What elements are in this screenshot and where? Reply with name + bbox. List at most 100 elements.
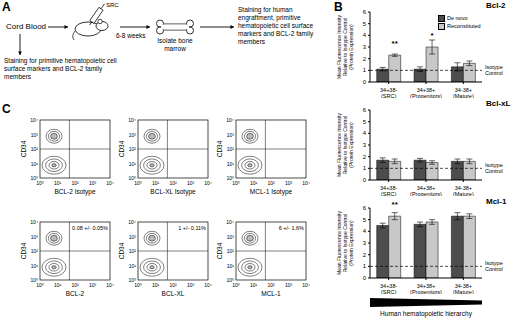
svg-text:10²: 10² [71, 282, 79, 288]
svg-text:BCL-2: BCL-2 [66, 290, 85, 297]
svg-text:34+38-(SRC): 34+38-(SRC) [380, 185, 397, 196]
svg-text:10⁴: 10⁴ [128, 219, 136, 225]
svg-text:0: 0 [363, 177, 367, 183]
svg-text:CD34: CD34 [118, 242, 125, 259]
svg-text:4: 4 [363, 228, 367, 234]
svg-text:34-38+(Mature): 34-38+(Mature) [453, 283, 474, 294]
svg-text:2: 2 [363, 252, 367, 258]
svg-text:10⁴: 10⁴ [106, 180, 114, 186]
svg-text:CD34: CD34 [216, 140, 223, 157]
svg-text:6: 6 [363, 107, 367, 113]
svg-text:2: 2 [363, 154, 367, 160]
svg-text:10⁰: 10⁰ [134, 180, 142, 186]
svg-text:1: 1 [363, 67, 367, 73]
svg-text:5: 5 [363, 217, 367, 223]
svg-text:0.08 +/- 0.05%: 0.08 +/- 0.05% [72, 225, 108, 231]
svg-text:10⁴: 10⁴ [204, 282, 212, 288]
svg-text:10³: 10³ [285, 180, 293, 186]
svg-text:10³: 10³ [89, 282, 97, 288]
svg-text:10²: 10² [129, 146, 137, 152]
svg-text:10³: 10³ [227, 234, 235, 240]
svg-text:10²: 10² [129, 248, 137, 254]
svg-text:10⁴: 10⁴ [226, 219, 234, 225]
svg-text:10²: 10² [31, 248, 39, 254]
svg-text:5: 5 [363, 21, 367, 27]
svg-text:10³: 10³ [227, 132, 235, 138]
svg-text:3: 3 [363, 142, 367, 148]
svg-text:CD34: CD34 [20, 242, 27, 259]
svg-text:Mean Fluorescence IntensityRel: Mean Fluorescence IntensityRelative to I… [336, 211, 354, 275]
svg-text:10⁰: 10⁰ [36, 282, 44, 288]
svg-text:10¹: 10¹ [54, 282, 62, 288]
svg-text:10³: 10³ [31, 132, 39, 138]
svg-text:34-38+(Mature): 34-38+(Mature) [453, 185, 474, 196]
svg-text:10²: 10² [71, 180, 79, 186]
svg-text:10⁴: 10⁴ [128, 117, 136, 123]
svg-text:10¹: 10¹ [250, 282, 258, 288]
svg-text:10¹: 10¹ [31, 161, 39, 167]
svg-text:34+38+(Progenitors): 34+38+(Progenitors) [410, 185, 442, 196]
svg-text:10¹: 10¹ [152, 180, 160, 186]
svg-text:6: 6 [363, 9, 367, 15]
svg-text:5: 5 [363, 119, 367, 125]
svg-text:BCL-XL Isotype: BCL-XL Isotype [150, 188, 196, 196]
svg-text:MCL-1: MCL-1 [261, 290, 281, 297]
svg-text:1: 1 [363, 263, 367, 269]
svg-text:IsotypeControl: IsotypeControl [485, 162, 503, 174]
svg-text:10³: 10³ [187, 180, 195, 186]
svg-text:10⁰: 10⁰ [232, 180, 240, 186]
svg-text:34+38-(SRC): 34+38-(SRC) [380, 283, 397, 294]
svg-text:10¹: 10¹ [250, 180, 258, 186]
svg-text:10⁴: 10⁴ [30, 219, 38, 225]
svg-text:10¹: 10¹ [129, 263, 137, 269]
svg-text:BCL-2 Isotype: BCL-2 Isotype [54, 188, 96, 196]
svg-text:10³: 10³ [129, 234, 137, 240]
svg-text:*: * [430, 31, 434, 40]
svg-text:10³: 10³ [187, 282, 195, 288]
svg-text:2: 2 [363, 56, 367, 62]
svg-text:10¹: 10¹ [152, 282, 160, 288]
svg-text:10¹: 10¹ [227, 263, 235, 269]
svg-text:34+38+(Progenitors): 34+38+(Progenitors) [410, 87, 442, 98]
svg-text:10²: 10² [169, 282, 177, 288]
svg-text:**: ** [392, 39, 399, 48]
svg-text:10⁴: 10⁴ [226, 117, 234, 123]
svg-text:10³: 10³ [285, 282, 293, 288]
svg-text:10²: 10² [267, 282, 275, 288]
svg-text:10³: 10³ [31, 234, 39, 240]
svg-text:10²: 10² [227, 248, 235, 254]
svg-text:10³: 10³ [89, 180, 97, 186]
svg-text:BCL-XL: BCL-XL [162, 290, 185, 297]
svg-text:34+38+(Progenitors): 34+38+(Progenitors) [410, 283, 442, 294]
svg-text:MCL-1 Isotype: MCL-1 Isotype [250, 188, 293, 196]
svg-text:10⁴: 10⁴ [204, 180, 212, 186]
svg-text:CD34: CD34 [20, 140, 27, 157]
svg-text:3: 3 [363, 240, 367, 246]
svg-text:10⁰: 10⁰ [134, 282, 142, 288]
svg-text:10¹: 10¹ [227, 161, 235, 167]
svg-text:0: 0 [363, 275, 367, 281]
svg-text:6 +/- 1.6%: 6 +/- 1.6% [279, 225, 304, 231]
svg-text:IsotypeControl: IsotypeControl [485, 260, 503, 272]
svg-text:**: ** [392, 200, 399, 209]
svg-text:4: 4 [363, 32, 367, 38]
svg-text:IsotypeControl: IsotypeControl [485, 64, 503, 76]
svg-text:0: 0 [363, 79, 367, 85]
svg-text:10¹: 10¹ [129, 161, 137, 167]
svg-text:10⁰: 10⁰ [232, 282, 240, 288]
svg-text:10⁴: 10⁴ [302, 180, 310, 186]
svg-text:10⁴: 10⁴ [30, 117, 38, 123]
svg-text:4: 4 [363, 130, 367, 136]
svg-text:10²: 10² [267, 180, 275, 186]
svg-text:10²: 10² [169, 180, 177, 186]
svg-text:10¹: 10¹ [31, 263, 39, 269]
svg-text:10⁰: 10⁰ [36, 180, 44, 186]
svg-text:10⁴: 10⁴ [106, 282, 114, 288]
svg-text:10¹: 10¹ [54, 180, 62, 186]
svg-text:CD34: CD34 [118, 140, 125, 157]
svg-text:1 +/- 0.11%: 1 +/- 0.11% [178, 225, 206, 231]
svg-text:Mean Fluorescence IntensityRel: Mean Fluorescence IntensityRelative to I… [336, 15, 354, 79]
svg-text:34-38+(Mature): 34-38+(Mature) [453, 87, 474, 98]
svg-text:1: 1 [363, 165, 367, 171]
svg-text:10²: 10² [31, 146, 39, 152]
